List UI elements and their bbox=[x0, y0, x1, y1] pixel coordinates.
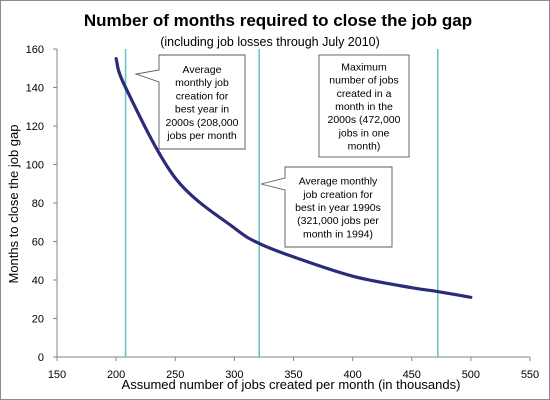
callout-text-line: (321,000 jobs per bbox=[297, 215, 379, 227]
callout-text-line: number of jobs bbox=[329, 75, 398, 87]
callout-text-line: month) bbox=[348, 141, 381, 153]
x-tick-label: 350 bbox=[284, 369, 302, 381]
callout-text-line: monthly job bbox=[175, 77, 229, 89]
y-tick-label: 0 bbox=[38, 352, 44, 364]
y-tick-label: 60 bbox=[32, 237, 44, 249]
callout-text-line: job creation for bbox=[302, 189, 373, 201]
callout-text-line: month in the bbox=[335, 101, 393, 113]
x-tick-label: 300 bbox=[225, 369, 243, 381]
x-tick-label: 450 bbox=[403, 369, 421, 381]
callout-text-line: month in 1994) bbox=[303, 228, 373, 240]
x-tick-label: 250 bbox=[166, 369, 184, 381]
y-tick-label: 40 bbox=[32, 275, 44, 287]
y-tick-label: 20 bbox=[32, 314, 44, 326]
callout-text-line: Average bbox=[183, 64, 222, 76]
axes bbox=[53, 48, 531, 361]
series-layer bbox=[114, 57, 473, 299]
callout-text-line: best in year 1990s bbox=[295, 202, 381, 214]
x-tick-label: 500 bbox=[462, 369, 480, 381]
x-tick-label: 200 bbox=[107, 369, 125, 381]
y-axis-label: Months to close the job gap bbox=[6, 125, 21, 284]
y-tick-label: 140 bbox=[26, 83, 44, 95]
y-tick-label: 160 bbox=[26, 44, 44, 56]
callout-text-line: 2000s (208,000 bbox=[166, 117, 239, 129]
callout-text-line: created in a bbox=[337, 88, 392, 100]
callout-text-line: best year in bbox=[175, 104, 229, 116]
chart-subtitle: (including job losses through July 2010) bbox=[160, 35, 380, 49]
x-tick-label: 150 bbox=[48, 369, 66, 381]
y-tick-label: 100 bbox=[26, 160, 44, 172]
callout-text-line: Maximum bbox=[341, 61, 387, 73]
callout-text-line: jobs in one bbox=[338, 127, 390, 139]
chart-title: Number of months required to close the j… bbox=[84, 11, 472, 30]
x-axis-label: Assumed number of jobs created per month… bbox=[122, 377, 461, 392]
callout-text-line: 2000s (472,000 bbox=[328, 114, 401, 126]
y-tick-label: 120 bbox=[26, 121, 44, 133]
callout-text-line: Average monthly bbox=[299, 176, 378, 188]
callout-text-line: jobs per month bbox=[166, 130, 237, 142]
series-line-1 bbox=[114, 57, 473, 299]
callout-box bbox=[318, 54, 410, 158]
callout-box bbox=[260, 166, 393, 248]
x-tick-label: 550 bbox=[521, 369, 539, 381]
tick-labels: 0 20 40 60 80 100 120 140 160 150 200 250 300 350 400 4… bbox=[26, 44, 540, 381]
x-tick-label: 400 bbox=[343, 369, 361, 381]
y-tick-label: 80 bbox=[32, 198, 44, 210]
callout-box bbox=[134, 54, 246, 150]
reference-lines bbox=[124, 49, 439, 357]
callout-text-line: creation for bbox=[176, 90, 229, 102]
